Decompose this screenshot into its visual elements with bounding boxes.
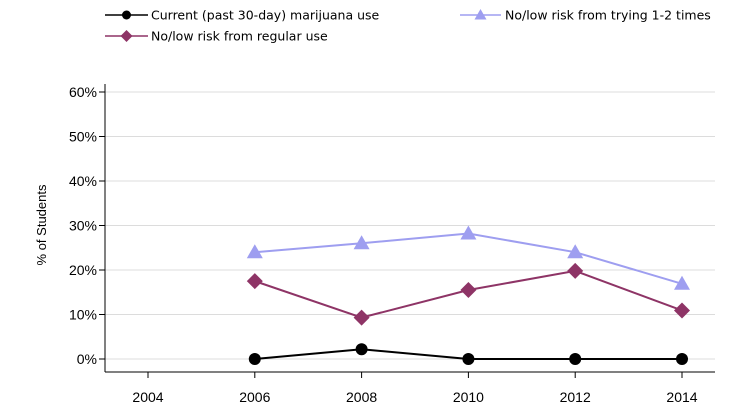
data-point xyxy=(674,302,690,319)
data-point xyxy=(674,275,690,290)
legend-label: No/low risk from trying 1-2 times xyxy=(505,8,711,23)
series-group xyxy=(246,225,690,365)
x-tick-label: 2008 xyxy=(346,389,377,405)
y-tick-label: 0% xyxy=(77,351,97,367)
data-point xyxy=(460,282,477,299)
x-tick-label: 2014 xyxy=(666,389,697,405)
data-point xyxy=(248,353,261,365)
data-point xyxy=(460,225,477,240)
y-tick-label: 20% xyxy=(69,262,97,278)
data-point xyxy=(462,353,475,365)
series-3 xyxy=(246,225,690,290)
legend-item-2: No/low risk from regular use xyxy=(105,29,328,44)
axes xyxy=(99,84,715,378)
x-tick-label: 2004 xyxy=(132,389,163,405)
x-tick-label: 2012 xyxy=(560,389,591,405)
series-1 xyxy=(248,343,688,365)
legend-item-1: Current (past 30-day) marijuana use xyxy=(105,8,380,23)
data-point xyxy=(353,235,370,250)
data-point xyxy=(353,309,370,326)
data-point xyxy=(474,9,487,20)
y-tick-label: 30% xyxy=(69,218,97,234)
data-point xyxy=(567,262,584,279)
y-tick-labels: 0% 10% 20% 30% 40% 50% 60% xyxy=(69,84,97,367)
y-tick-label: 40% xyxy=(69,173,97,189)
y-tick-label: 60% xyxy=(69,84,97,100)
x-tick-labels: 2004 2006 2008 2010 2012 2014 xyxy=(132,389,697,405)
data-point xyxy=(246,273,263,290)
data-point xyxy=(676,353,688,365)
gridlines xyxy=(105,91,715,360)
legend-label: No/low risk from regular use xyxy=(151,29,328,44)
data-point xyxy=(122,10,131,20)
legend: Current (past 30-day) marijuana use No/lo… xyxy=(105,8,711,44)
y-tick-label: 10% xyxy=(69,307,97,323)
y-tick-label: 50% xyxy=(69,129,97,145)
data-point xyxy=(569,353,582,365)
data-point xyxy=(567,244,584,259)
x-tick-label: 2010 xyxy=(453,389,484,405)
x-tick-label: 2006 xyxy=(239,389,270,405)
series-2 xyxy=(246,262,690,326)
data-point xyxy=(120,30,133,42)
series-line xyxy=(254,232,683,285)
legend-label: Current (past 30-day) marijuana use xyxy=(151,8,380,23)
legend-item-3: No/low risk from trying 1-2 times xyxy=(460,8,711,23)
data-point xyxy=(355,343,368,356)
data-point xyxy=(246,244,263,259)
y-axis-label: % of Students xyxy=(34,184,49,265)
